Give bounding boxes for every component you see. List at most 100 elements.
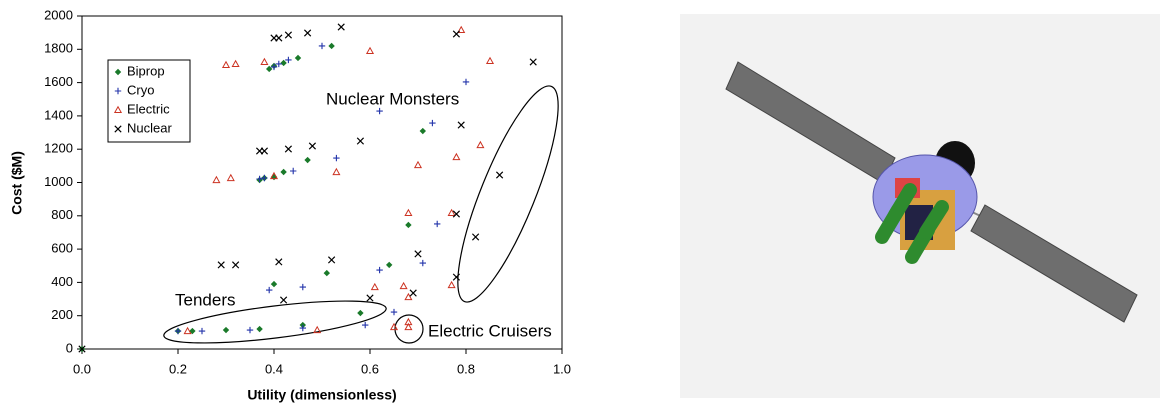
point [414,250,422,258]
point [376,107,383,115]
point [260,57,269,66]
legend-label: Electric [127,101,170,116]
annotation: Electric Cruisers [428,321,552,340]
point [308,142,317,150]
y-tick-label: 2000 [44,7,73,22]
point [529,58,537,66]
point [280,168,287,176]
y-tick-label: 1600 [44,74,73,89]
point [269,171,279,180]
y-axis-label: Cost ($M) [9,151,25,215]
point [419,259,426,267]
legend-marker [113,105,123,114]
ellipse [457,85,559,303]
point [357,309,364,317]
point [332,167,341,176]
satellite-image [680,14,1160,398]
legend-marker [114,68,122,76]
point [313,325,322,334]
point [327,256,336,264]
point [457,121,465,129]
x-axis-label: Utility (dimensionless) [247,387,396,403]
y-tick-label: 0 [66,340,73,355]
point [447,208,456,217]
point [413,160,423,169]
point [471,233,480,241]
point [284,145,293,153]
point [404,208,413,217]
x-tick-label: 0.0 [73,361,91,376]
annotation: Nuclear Monsters [326,89,459,108]
plot-frame [81,15,563,350]
y-tick-label: 1400 [44,107,73,122]
point [476,140,485,149]
point [256,325,263,333]
legend-marker [114,87,122,95]
ellipse [163,300,387,344]
point [270,63,278,71]
point [246,326,254,334]
point [217,261,225,269]
x-tick-label: 0.6 [361,361,379,376]
legend-label: Nuclear [127,120,172,135]
point [323,269,330,277]
point [198,327,206,335]
thrusters [875,183,949,264]
point [356,137,365,145]
point [299,283,306,291]
y-tick-label: 200 [51,307,73,322]
point [389,322,399,331]
point [303,29,312,37]
point [409,289,417,297]
point [78,345,86,353]
point [404,317,413,326]
point [275,258,283,266]
y-tick-label: 1000 [44,174,73,189]
legend-label: Biprop [127,63,165,78]
point [333,154,340,162]
point [260,147,269,155]
thruster [888,183,917,222]
point [452,210,461,218]
y-tick-label: 1200 [44,141,73,156]
point [328,42,335,50]
point [285,56,292,64]
y-tick-label: 800 [51,207,73,222]
point [376,266,383,274]
point [304,156,311,164]
point [226,173,235,182]
point [485,56,495,65]
point [457,25,466,34]
solar-panel [970,204,1138,323]
legend-box [107,59,191,143]
point [231,261,240,269]
point [284,31,293,39]
point [452,30,461,38]
point [275,34,283,42]
point [429,119,436,127]
point [212,175,221,184]
point [434,220,441,228]
y-tick-label: 1800 [44,41,73,56]
point [337,23,345,31]
thruster [919,200,949,239]
x-tick-label: 1.0 [553,361,571,376]
point [266,286,273,294]
y-tick-label: 400 [51,274,73,289]
point [256,175,263,183]
point [447,280,456,289]
point [279,296,288,304]
point [452,152,461,161]
point [222,326,230,334]
annotation-ellipses [163,85,559,344]
ellipse [394,314,424,344]
point [405,221,412,229]
point [452,273,461,281]
x-tick-label: 0.2 [169,361,187,376]
point [270,280,278,288]
point [365,46,375,55]
point [275,60,282,68]
point [183,326,192,335]
point [399,281,408,290]
